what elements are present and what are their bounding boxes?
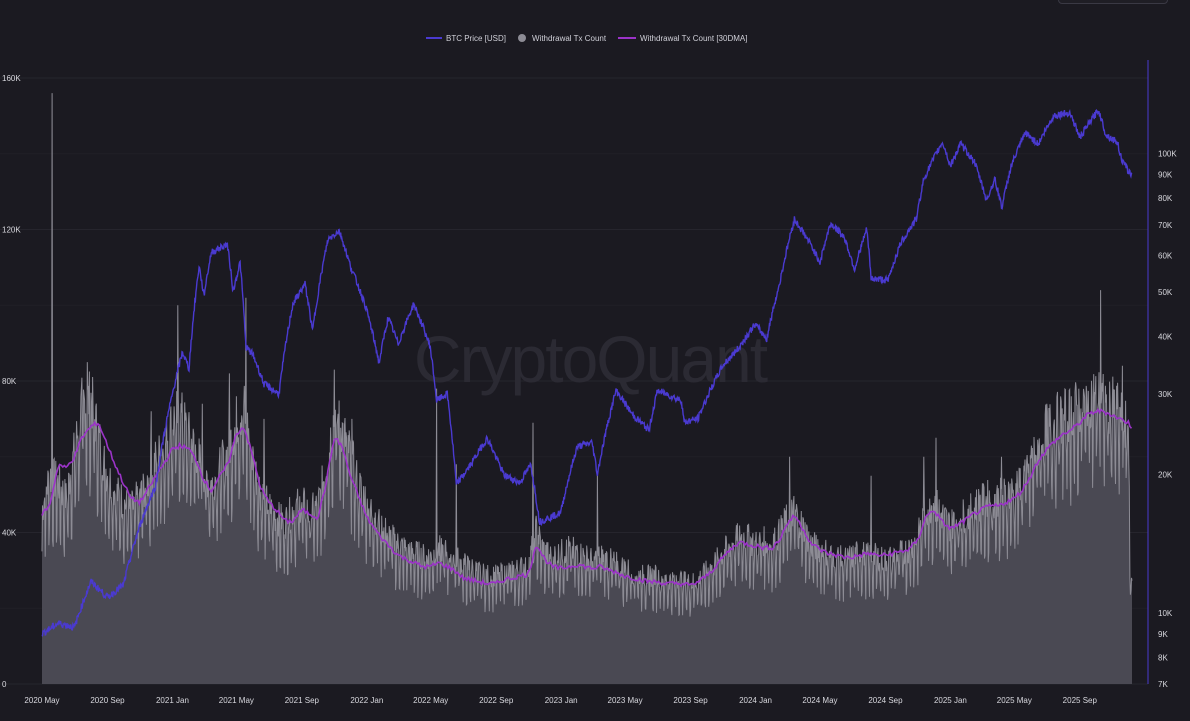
- toolbar-button[interactable]: [1058, 0, 1168, 4]
- withdrawal-dma-line: [41, 407, 1133, 588]
- x-tick-label: 2020 Sep: [90, 696, 125, 705]
- left-axis-ticks: 0 40K 80K 120K 160K: [2, 74, 21, 689]
- withdrawal-count-series: [41, 93, 1133, 685]
- x-tick-label: 2025 Sep: [1063, 696, 1098, 705]
- left-tick-label: 40K: [2, 529, 17, 538]
- watermark: CryptoQuant: [414, 322, 768, 396]
- right-tick-label: 40K: [1158, 332, 1173, 341]
- x-axis-ticks: 2020 May 2020 Sep 2021 Jan 2021 May 2021 Sep…: [24, 696, 1097, 705]
- legend-count-label: Withdrawal Tx Count: [532, 34, 607, 43]
- withdrawal-dma-series: [41, 407, 1133, 588]
- x-tick-label: 2021 Sep: [285, 696, 320, 705]
- legend-dma-label: Withdrawal Tx Count [30DMA]: [640, 34, 747, 43]
- x-tick-label: 2021 May: [219, 696, 254, 705]
- withdrawal-count-line: [41, 93, 1133, 617]
- right-tick-label: 80K: [1158, 194, 1173, 203]
- left-tick-label: 0: [2, 680, 7, 689]
- x-tick-label: 2023 Sep: [673, 696, 708, 705]
- right-tick-label: 100K: [1158, 150, 1177, 159]
- legend-price-label: BTC Price [USD]: [446, 34, 506, 43]
- left-tick-label: 80K: [2, 377, 17, 386]
- legend-item-dma[interactable]: Withdrawal Tx Count [30DMA]: [618, 34, 747, 43]
- x-tick-label: 2023 Jan: [545, 696, 578, 705]
- x-tick-label: 2023 May: [608, 696, 643, 705]
- x-tick-label: 2024 Jan: [739, 696, 772, 705]
- right-axis-ticks: 7K 8K 9K 10K 20K 30K 40K 50K 60K 70K 80K 90K 100K: [1158, 150, 1177, 689]
- legend-item-count[interactable]: Withdrawal Tx Count: [518, 34, 607, 43]
- right-tick-label: 7K: [1158, 680, 1168, 689]
- right-tick-label: 70K: [1158, 221, 1173, 230]
- btc-price-line: [41, 108, 1133, 637]
- x-tick-label: 2021 Jan: [156, 696, 189, 705]
- x-tick-label: 2022 Sep: [479, 696, 514, 705]
- x-tick-label: 2024 Sep: [868, 696, 903, 705]
- btc-price-series: [41, 108, 1133, 637]
- right-tick-label: 50K: [1158, 288, 1173, 297]
- left-tick-label: 160K: [2, 74, 21, 83]
- left-tick-label: 120K: [2, 226, 21, 235]
- right-tick-label: 30K: [1158, 390, 1173, 399]
- right-tick-label: 8K: [1158, 653, 1168, 662]
- x-tick-label: 2025 May: [997, 696, 1032, 705]
- x-tick-label: 2022 May: [413, 696, 448, 705]
- x-tick-label: 2022 Jan: [350, 696, 383, 705]
- right-tick-label: 60K: [1158, 252, 1173, 261]
- x-tick-label: 2025 Jan: [934, 696, 967, 705]
- x-tick-label: 2020 May: [24, 696, 59, 705]
- right-tick-label: 90K: [1158, 171, 1173, 180]
- right-tick-label: 9K: [1158, 630, 1168, 639]
- legend-count-swatch: [518, 34, 526, 42]
- right-tick-label: 10K: [1158, 609, 1173, 618]
- legend-item-price[interactable]: BTC Price [USD]: [426, 34, 506, 43]
- right-tick-label: 20K: [1158, 471, 1173, 480]
- legend: BTC Price [USD] Withdrawal Tx Count With…: [426, 34, 747, 43]
- x-tick-label: 2024 May: [802, 696, 837, 705]
